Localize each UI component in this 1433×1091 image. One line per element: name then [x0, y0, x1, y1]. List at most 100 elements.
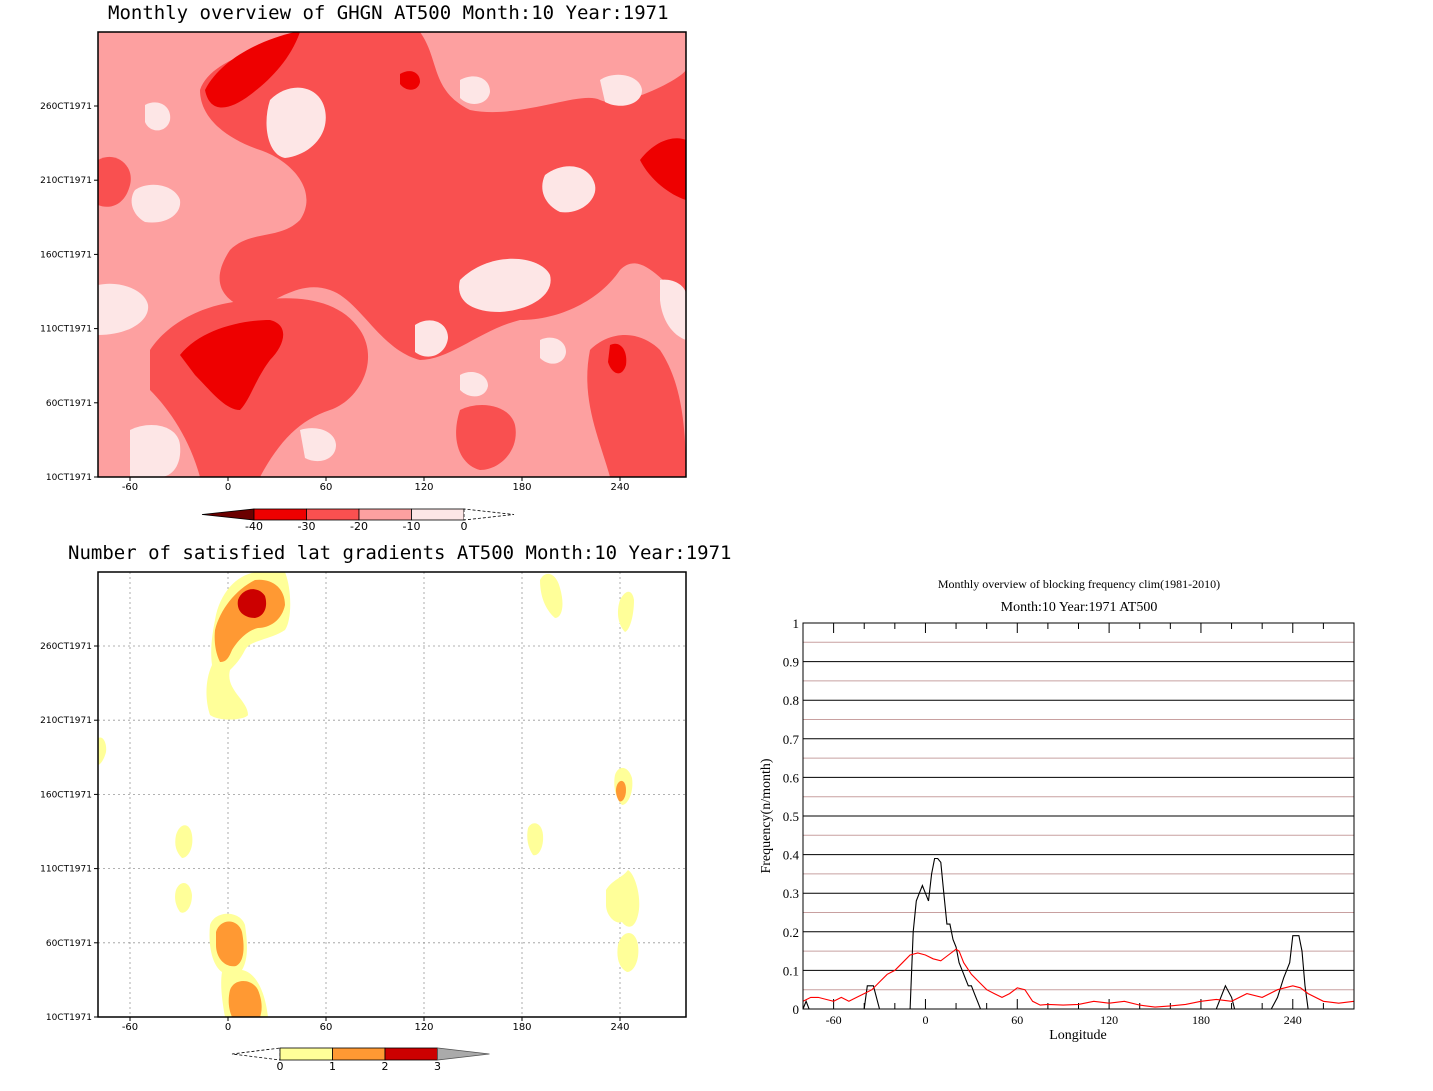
colorbar-label: -40 — [245, 520, 263, 533]
x-tick-label: 180 — [1192, 1013, 1210, 1027]
count-2-blob-mid — [216, 921, 244, 967]
count-1-blob-h — [617, 932, 639, 972]
x-tick-label: 120 — [414, 1022, 433, 1033]
y-tick-label: 10CT1971 — [46, 473, 92, 483]
y-tick-label: 60CT1971 — [46, 399, 92, 409]
lat-gradients-plot: 10CT1971 60CT1971 110CT1971 160CT1971 210CT1… — [40, 571, 687, 1073]
x-tick-label: 0 — [225, 1022, 231, 1033]
field-dark-core-2 — [180, 320, 284, 410]
colorbar-tri-right — [437, 1047, 490, 1061]
colorbar-label: 3 — [434, 1060, 441, 1073]
count-1-blob-a — [175, 825, 193, 858]
x-axis-label: Longitude — [1049, 1028, 1107, 1043]
field-light-11 — [600, 74, 642, 106]
y-tick-label: 0.3 — [783, 886, 799, 901]
field-light-12 — [660, 279, 686, 340]
ghgn-plot: 10CT1971 60CT1971 110CT1971 160CT1971 210CT1… — [40, 31, 687, 533]
y-tick-label: 260CT1971 — [40, 102, 92, 112]
chart-title: Monthly overview of blocking frequency c… — [938, 577, 1220, 591]
field-light-3 — [98, 283, 149, 335]
x-tick-label: 240 — [1284, 1013, 1302, 1027]
ghgn-y-ticks: 10CT1971 60CT1971 110CT1971 160CT1971 210CT1… — [40, 102, 98, 483]
lat-y-ticks: 10CT1971 60CT1971 110CT1971 160CT1971 210CT1… — [40, 642, 98, 1023]
colorbar-box — [332, 1047, 386, 1061]
colorbar-label: -20 — [350, 520, 368, 533]
y-tick-label: 110CT1971 — [40, 865, 92, 875]
field-dark-core-4 — [608, 343, 627, 374]
field-light-10 — [145, 102, 171, 131]
x-tick-label: -60 — [122, 1022, 138, 1033]
field-light-4 — [131, 184, 181, 223]
count-1-blob-d — [527, 823, 544, 856]
ghgn-x-ticks: -60 0 60 120 180 240 — [122, 477, 630, 493]
lat-gradients-field — [98, 572, 686, 1017]
y-tick-label: 260CT1971 — [40, 642, 92, 652]
chart-grid — [803, 641, 1354, 991]
field-dark-core-1 — [205, 32, 300, 108]
y-tick-label: 1 — [793, 616, 800, 631]
colorbar-label: -10 — [403, 520, 421, 533]
y-tick-label: 0.1 — [783, 963, 799, 978]
x-tick-label: 180 — [512, 482, 531, 493]
count-1-blob-c — [540, 573, 563, 618]
colorbar-label: -30 — [298, 520, 316, 533]
y-tick-label: 0.8 — [783, 693, 799, 708]
x-tick-label: 180 — [512, 1022, 531, 1033]
lat-x-ticks: -60 0 60 120 180 240 — [122, 1017, 630, 1033]
field-mid-patch-left — [98, 156, 131, 207]
x-tick-label: 0 — [225, 482, 231, 493]
field-light-14 — [460, 372, 488, 397]
y-tick-label: 0.4 — [783, 848, 800, 863]
colorbar-tri-left — [231, 1047, 281, 1061]
field-light-9 — [460, 76, 490, 104]
colorbar-tri-right — [463, 508, 515, 521]
count-1-blob-b — [175, 883, 192, 913]
count-2-blob-bottom — [228, 981, 262, 1017]
y-tick-label: 210CT1971 — [40, 716, 92, 726]
ghgn-panel: Monthly overview of GHGN AT500 Month:10 … — [0, 0, 720, 540]
count-1-blob-e — [617, 591, 634, 632]
field-dark-core-5 — [400, 71, 420, 90]
lat-colorbar: 0 1 2 3 — [231, 1047, 490, 1073]
count-1-blob-i — [98, 737, 107, 765]
count-3-blob — [237, 589, 267, 618]
y-tick-label: 160CT1971 — [40, 250, 92, 260]
x-tick-label: 60 — [320, 482, 333, 493]
ghgn-title: Monthly overview of GHGN AT500 Month:10 … — [108, 2, 669, 24]
chart-subtitle: Month:10 Year:1971 AT500 — [1001, 600, 1158, 615]
x-tick-label: -60 — [826, 1013, 842, 1027]
colorbar-label: 1 — [329, 1060, 336, 1073]
x-tick-label: -60 — [122, 482, 138, 493]
field-light-1 — [266, 87, 326, 158]
y-tick-label: 210CT1971 — [40, 176, 92, 186]
field-light-2 — [459, 258, 551, 312]
y-tick-label: 0.6 — [783, 770, 800, 785]
x-tick-label: 60 — [1011, 1013, 1023, 1027]
field-light-5 — [542, 166, 596, 213]
count-1-blob-g — [606, 870, 640, 927]
ghgn-field — [98, 32, 686, 477]
y-tick-label: 60CT1971 — [46, 939, 92, 949]
y-tick-label: 0.5 — [783, 809, 799, 824]
y-tick-label: 160CT1971 — [40, 790, 92, 800]
colorbar-box — [384, 1047, 438, 1061]
colorbar-label: 0 — [461, 520, 468, 533]
colorbar-box — [279, 1047, 333, 1061]
field-mid-patch-b — [456, 405, 516, 470]
colorbar-label: 2 — [382, 1060, 389, 1073]
x-tick-label: 0 — [922, 1013, 928, 1027]
chart-series — [802, 857, 1355, 1010]
field-light-8 — [415, 320, 448, 357]
series-line-red — [802, 948, 1355, 1008]
field-light-7 — [300, 428, 336, 462]
field-mid-patch-right — [587, 335, 686, 477]
x-tick-label: 60 — [320, 1022, 333, 1033]
x-tick-label: 120 — [414, 482, 433, 493]
y-tick-label: 0.7 — [783, 732, 800, 747]
field-empty — [98, 572, 686, 1017]
y-axis-label: Frequency(n/month) — [759, 758, 774, 873]
y-tick-label: 0.2 — [783, 925, 799, 940]
series-line-black — [802, 857, 1354, 1010]
field-light-6 — [130, 425, 181, 477]
chart-frame — [802, 622, 1355, 1010]
